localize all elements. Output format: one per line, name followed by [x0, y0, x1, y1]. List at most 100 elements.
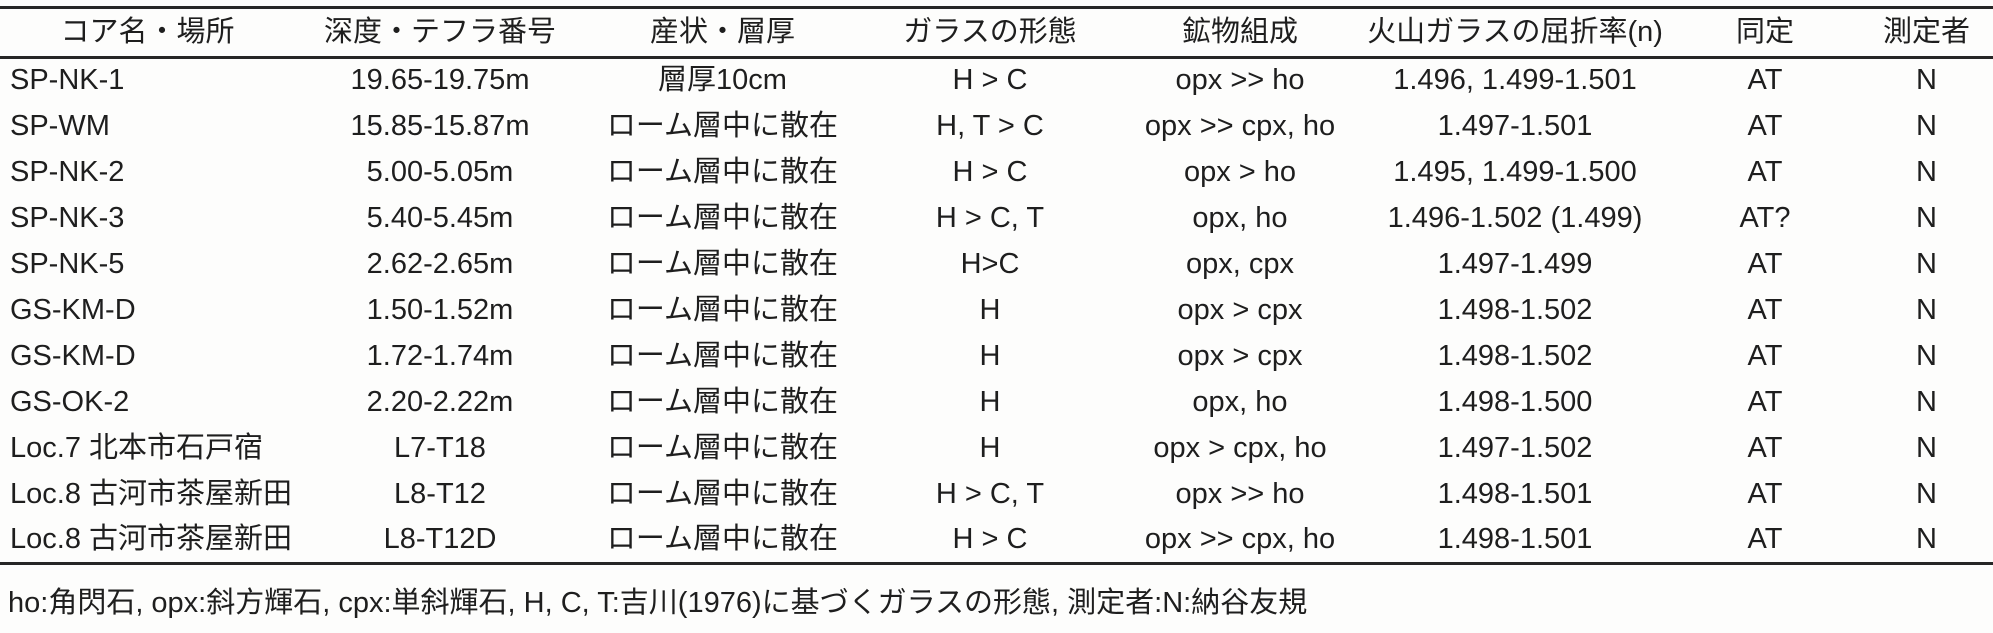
cell-core-name: Loc.8 古河市茶屋新田: [10, 477, 292, 510]
cell-occurrence: ローム層中に散在: [606, 247, 839, 280]
column-header-identification: 同定: [1670, 6, 1860, 59]
cell-minerals: opx >> cpx, ho: [1120, 517, 1360, 565]
cell-identification: AT: [1747, 293, 1783, 326]
column-header-depth-tephra: 深度・テフラ番号: [295, 6, 585, 59]
cell-measurer: N: [1916, 201, 1937, 234]
cell-glass-form: H > C: [860, 517, 1120, 565]
cell-occurrence: ローム層中に散在: [606, 431, 839, 464]
cell-measurer: N: [1860, 517, 1993, 565]
table-row: GS-KM-D 1.50-1.52m ローム層中に散在 H opx > cpx …: [0, 288, 1993, 334]
cell-core-name: GS-KM-D: [10, 339, 136, 372]
cell-refractive-index: 1.495, 1.499-1.500: [1393, 155, 1637, 188]
cell-occurrence: 層厚10cm: [658, 64, 787, 97]
column-header-minerals: 鉱物組成: [1120, 6, 1360, 59]
cell-refractive-index: 1.498-1.502: [1437, 293, 1593, 326]
cell-measurer: N: [1916, 431, 1937, 464]
cell-refractive-index: 1.498-1.501: [1437, 477, 1593, 510]
cell-identification: AT: [1747, 155, 1783, 188]
cell-identification: AT: [1747, 109, 1783, 142]
table-row: GS-KM-D 1.72-1.74m ローム層中に散在 H opx > cpx …: [0, 334, 1993, 380]
cell-glass-form: H > C: [952, 155, 1028, 188]
cell-refractive-index: 1.498-1.500: [1437, 385, 1593, 418]
cell-minerals: opx > cpx: [1177, 339, 1303, 372]
cell-glass-form: H, T > C: [936, 109, 1044, 142]
cell-glass-form: H>C: [960, 247, 1020, 280]
table-row: SP-WM 15.85-15.87m ローム層中に散在 H, T > C opx…: [0, 104, 1993, 150]
cell-core-name: SP-NK-3: [10, 201, 125, 234]
cell-identification: AT: [1747, 431, 1783, 464]
cell-refractive-index: 1.496-1.502 (1.499): [1387, 201, 1643, 234]
cell-identification: AT?: [1739, 201, 1791, 234]
cell-core-name: GS-KM-D: [10, 293, 136, 326]
cell-minerals: opx, cpx: [1186, 247, 1294, 280]
cell-refractive-index: 1.498-1.502: [1437, 339, 1593, 372]
cell-occurrence: ローム層中に散在: [606, 201, 839, 234]
cell-occurrence: ローム層中に散在: [606, 385, 839, 418]
table-row: Loc.8 古河市茶屋新田 L8-T12D ローム層中に散在 H > C opx…: [0, 517, 1993, 565]
table-row: SP-NK-5 2.62-2.65m ローム層中に散在 H>C opx, cpx…: [0, 242, 1993, 288]
cell-occurrence: ローム層中に散在: [606, 109, 839, 142]
cell-depth-tephra: L8-T12: [394, 477, 486, 510]
cell-measurer: N: [1916, 109, 1937, 142]
cell-measurer: N: [1916, 339, 1937, 372]
cell-glass-form: H: [979, 431, 1001, 464]
cell-measurer: N: [1916, 293, 1937, 326]
cell-minerals: opx, ho: [1192, 201, 1288, 234]
cell-glass-form: H > C: [952, 64, 1028, 97]
header-row: コア名・場所 深度・テフラ番号 産状・層厚 ガラスの形態 鉱物組成 火山ガラスの…: [0, 6, 1993, 59]
cell-occurrence: ローム層中に散在: [606, 339, 839, 372]
cell-minerals: opx >> ho: [1175, 477, 1305, 510]
cell-core-name: SP-NK-5: [10, 247, 125, 280]
cell-depth-tephra: 19.65-19.75m: [350, 64, 530, 97]
cell-measurer: N: [1916, 155, 1937, 188]
cell-depth-tephra: 5.00-5.05m: [366, 155, 514, 188]
table-header: コア名・場所 深度・テフラ番号 産状・層厚 ガラスの形態 鉱物組成 火山ガラスの…: [0, 6, 1993, 59]
cell-depth-tephra: L8-T12D: [295, 517, 585, 565]
cell-identification: AT: [1747, 247, 1783, 280]
cell-minerals: opx > ho: [1183, 155, 1297, 188]
cell-minerals: opx > cpx: [1177, 293, 1303, 326]
cell-glass-form: H: [979, 339, 1001, 372]
table-row: SP-NK-3 5.40-5.45m ローム層中に散在 H > C, T opx…: [0, 196, 1993, 242]
column-header-measurer: 測定者: [1860, 6, 1993, 59]
table-row: SP-NK-2 5.00-5.05m ローム層中に散在 H > C opx > …: [0, 150, 1993, 196]
cell-glass-form: H > C, T: [935, 201, 1045, 234]
table-row: Loc.8 古河市茶屋新田 L8-T12 ローム層中に散在 H > C, T o…: [0, 472, 1993, 518]
cell-core-name: GS-OK-2: [10, 385, 130, 418]
table-row: GS-OK-2 2.20-2.22m ローム層中に散在 H opx, ho 1.…: [0, 380, 1993, 426]
cell-refractive-index: 1.498-1.501: [1360, 517, 1670, 565]
table-footnote: ho:角閃石, opx:斜方輝石, cpx:単斜輝石, H, C, T:吉川(1…: [8, 587, 1308, 619]
cell-minerals: opx >> cpx, ho: [1144, 109, 1336, 142]
table-body: SP-NK-1 19.65-19.75m 層厚10cm H > C opx >>…: [0, 58, 1993, 565]
cell-minerals: opx >> ho: [1175, 64, 1305, 97]
cell-glass-form: H: [979, 385, 1001, 418]
column-header-core-name: コア名・場所: [0, 6, 295, 59]
table-row: SP-NK-1 19.65-19.75m 層厚10cm H > C opx >>…: [0, 58, 1993, 104]
cell-measurer: N: [1916, 477, 1937, 510]
cell-minerals: opx > cpx, ho: [1153, 431, 1327, 464]
cell-identification: AT: [1747, 339, 1783, 372]
cell-occurrence: ローム層中に散在: [606, 155, 839, 188]
cell-occurrence: ローム層中に散在: [606, 293, 839, 326]
cell-core-name: Loc.8 古河市茶屋新田: [0, 517, 295, 565]
cell-core-name: Loc.7 北本市石戸宿: [10, 431, 263, 464]
column-header-glass-form: ガラスの形態: [860, 6, 1120, 59]
cell-minerals: opx, ho: [1192, 385, 1288, 418]
column-header-refractive: 火山ガラスの屈折率(n): [1360, 6, 1670, 59]
cell-identification: AT: [1747, 64, 1783, 97]
cell-depth-tephra: 1.72-1.74m: [366, 339, 514, 372]
cell-depth-tephra: 1.50-1.52m: [366, 293, 514, 326]
cell-occurrence: ローム層中に散在: [585, 517, 860, 565]
cell-identification: AT: [1747, 477, 1783, 510]
cell-refractive-index: 1.497-1.499: [1437, 247, 1593, 280]
cell-depth-tephra: 15.85-15.87m: [350, 109, 530, 142]
cell-glass-form: H: [979, 293, 1001, 326]
cell-refractive-index: 1.497-1.502: [1437, 431, 1593, 464]
cell-core-name: SP-NK-1: [10, 64, 125, 97]
cell-glass-form: H > C, T: [935, 477, 1045, 510]
cell-depth-tephra: L7-T18: [394, 431, 486, 464]
cell-core-name: SP-NK-2: [10, 155, 125, 188]
cell-identification: AT: [1747, 385, 1783, 418]
cell-measurer: N: [1916, 385, 1937, 418]
